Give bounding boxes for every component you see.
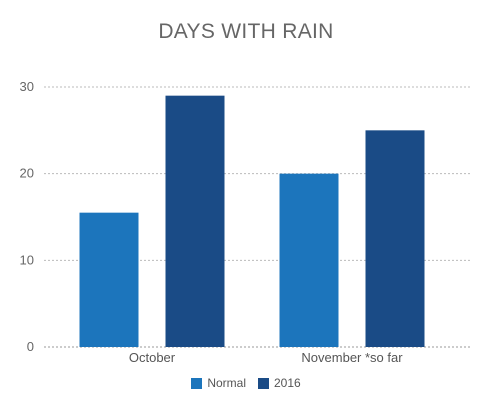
y-tick-label-20: 20: [20, 166, 34, 181]
legend-item-normal[interactable]: Normal: [191, 376, 246, 390]
legend-swatch-2016: [257, 377, 269, 389]
y-tick-label-30: 30: [20, 79, 34, 94]
legend-label-normal: Normal: [207, 376, 246, 390]
chart-title: DAYS WITH RAIN: [158, 20, 334, 43]
bar-normal-1: [279, 173, 339, 347]
bar-normal-0: [79, 212, 139, 347]
x-tick-label-1: November *so far: [301, 350, 403, 365]
bar-2016-0: [165, 95, 225, 348]
legend-item-2016[interactable]: 2016: [257, 376, 301, 390]
legend-swatch-normal: [191, 377, 203, 389]
legend-label-2016: 2016: [273, 376, 301, 390]
legend: Normal 2016: [0, 376, 492, 390]
y-tick-label-10: 10: [20, 252, 34, 267]
x-tick-label-0: October: [129, 350, 176, 365]
y-tick-label-0: 0: [27, 339, 34, 354]
bar-2016-1: [365, 130, 425, 347]
